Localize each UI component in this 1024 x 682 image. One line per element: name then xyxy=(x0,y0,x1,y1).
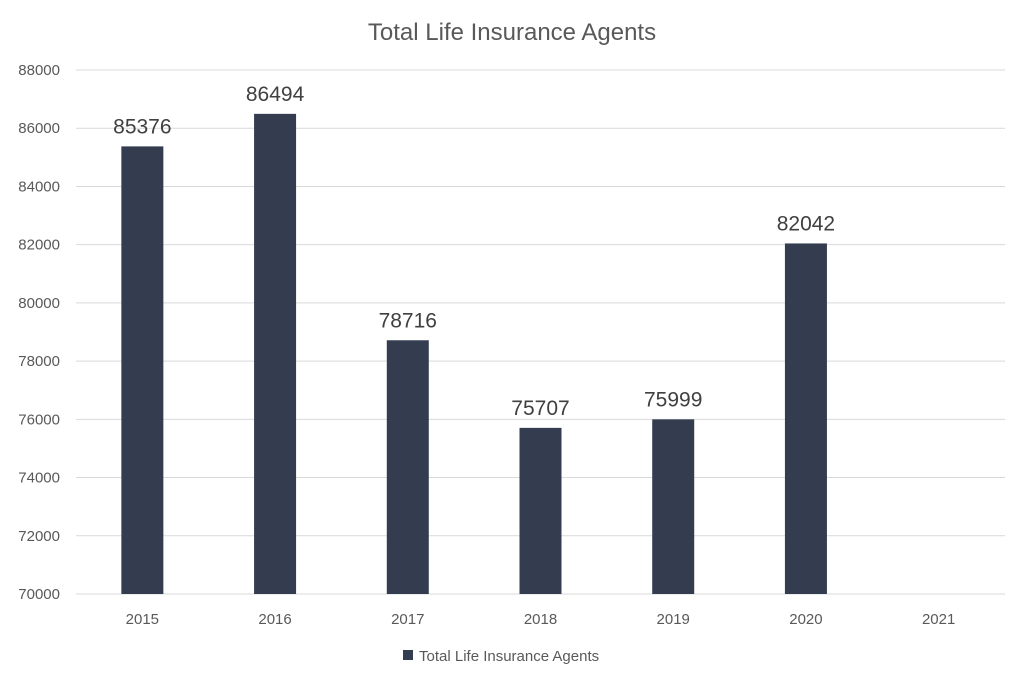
bar-2019 xyxy=(652,419,695,594)
data-labels: 85376 86494 78716 75707 75999 82042 xyxy=(113,83,835,420)
bars xyxy=(121,113,827,594)
legend: Total Life Insurance Agents xyxy=(403,648,599,665)
legend-swatch xyxy=(403,650,413,660)
x-axis-ticks: 2015 2016 2017 2018 2019 2020 2021 xyxy=(126,611,956,628)
bar-2017 xyxy=(386,340,429,594)
y-tick-label: 82000 xyxy=(18,237,60,254)
y-tick-label: 72000 xyxy=(18,528,60,545)
data-label-2016: 86494 xyxy=(246,83,305,106)
x-tick-label: 2019 xyxy=(657,611,690,628)
legend-label: Total Life Insurance Agents xyxy=(419,648,599,665)
data-label-2017: 78716 xyxy=(379,309,437,332)
y-tick-label: 70000 xyxy=(18,586,60,603)
y-tick-label: 86000 xyxy=(18,120,60,137)
bar-2018 xyxy=(519,427,562,594)
y-axis-ticks: 70000 72000 74000 76000 78000 80000 82000 84000… xyxy=(18,62,60,603)
y-tick-label: 84000 xyxy=(18,178,60,195)
y-tick-label: 74000 xyxy=(18,470,60,487)
y-tick-label: 88000 xyxy=(18,62,60,79)
x-tick-label: 2017 xyxy=(391,611,424,628)
x-tick-label: 2015 xyxy=(126,611,159,628)
x-tick-label: 2020 xyxy=(789,611,822,628)
gridlines xyxy=(76,69,1005,595)
data-label-2015: 85376 xyxy=(113,115,171,138)
chart-title: Total Life Insurance Agents xyxy=(368,19,656,46)
bar-2020 xyxy=(784,243,827,594)
x-tick-label: 2021 xyxy=(922,611,955,628)
bar-2016 xyxy=(254,113,297,594)
y-tick-label: 78000 xyxy=(18,353,60,370)
data-label-2018: 75707 xyxy=(511,397,569,420)
x-tick-label: 2016 xyxy=(258,611,291,628)
bar-2015 xyxy=(121,146,164,594)
data-label-2020: 82042 xyxy=(777,212,835,235)
x-tick-label: 2018 xyxy=(524,611,557,628)
data-label-2019: 75999 xyxy=(644,388,702,411)
y-tick-label: 80000 xyxy=(18,295,60,312)
y-tick-label: 76000 xyxy=(18,411,60,428)
